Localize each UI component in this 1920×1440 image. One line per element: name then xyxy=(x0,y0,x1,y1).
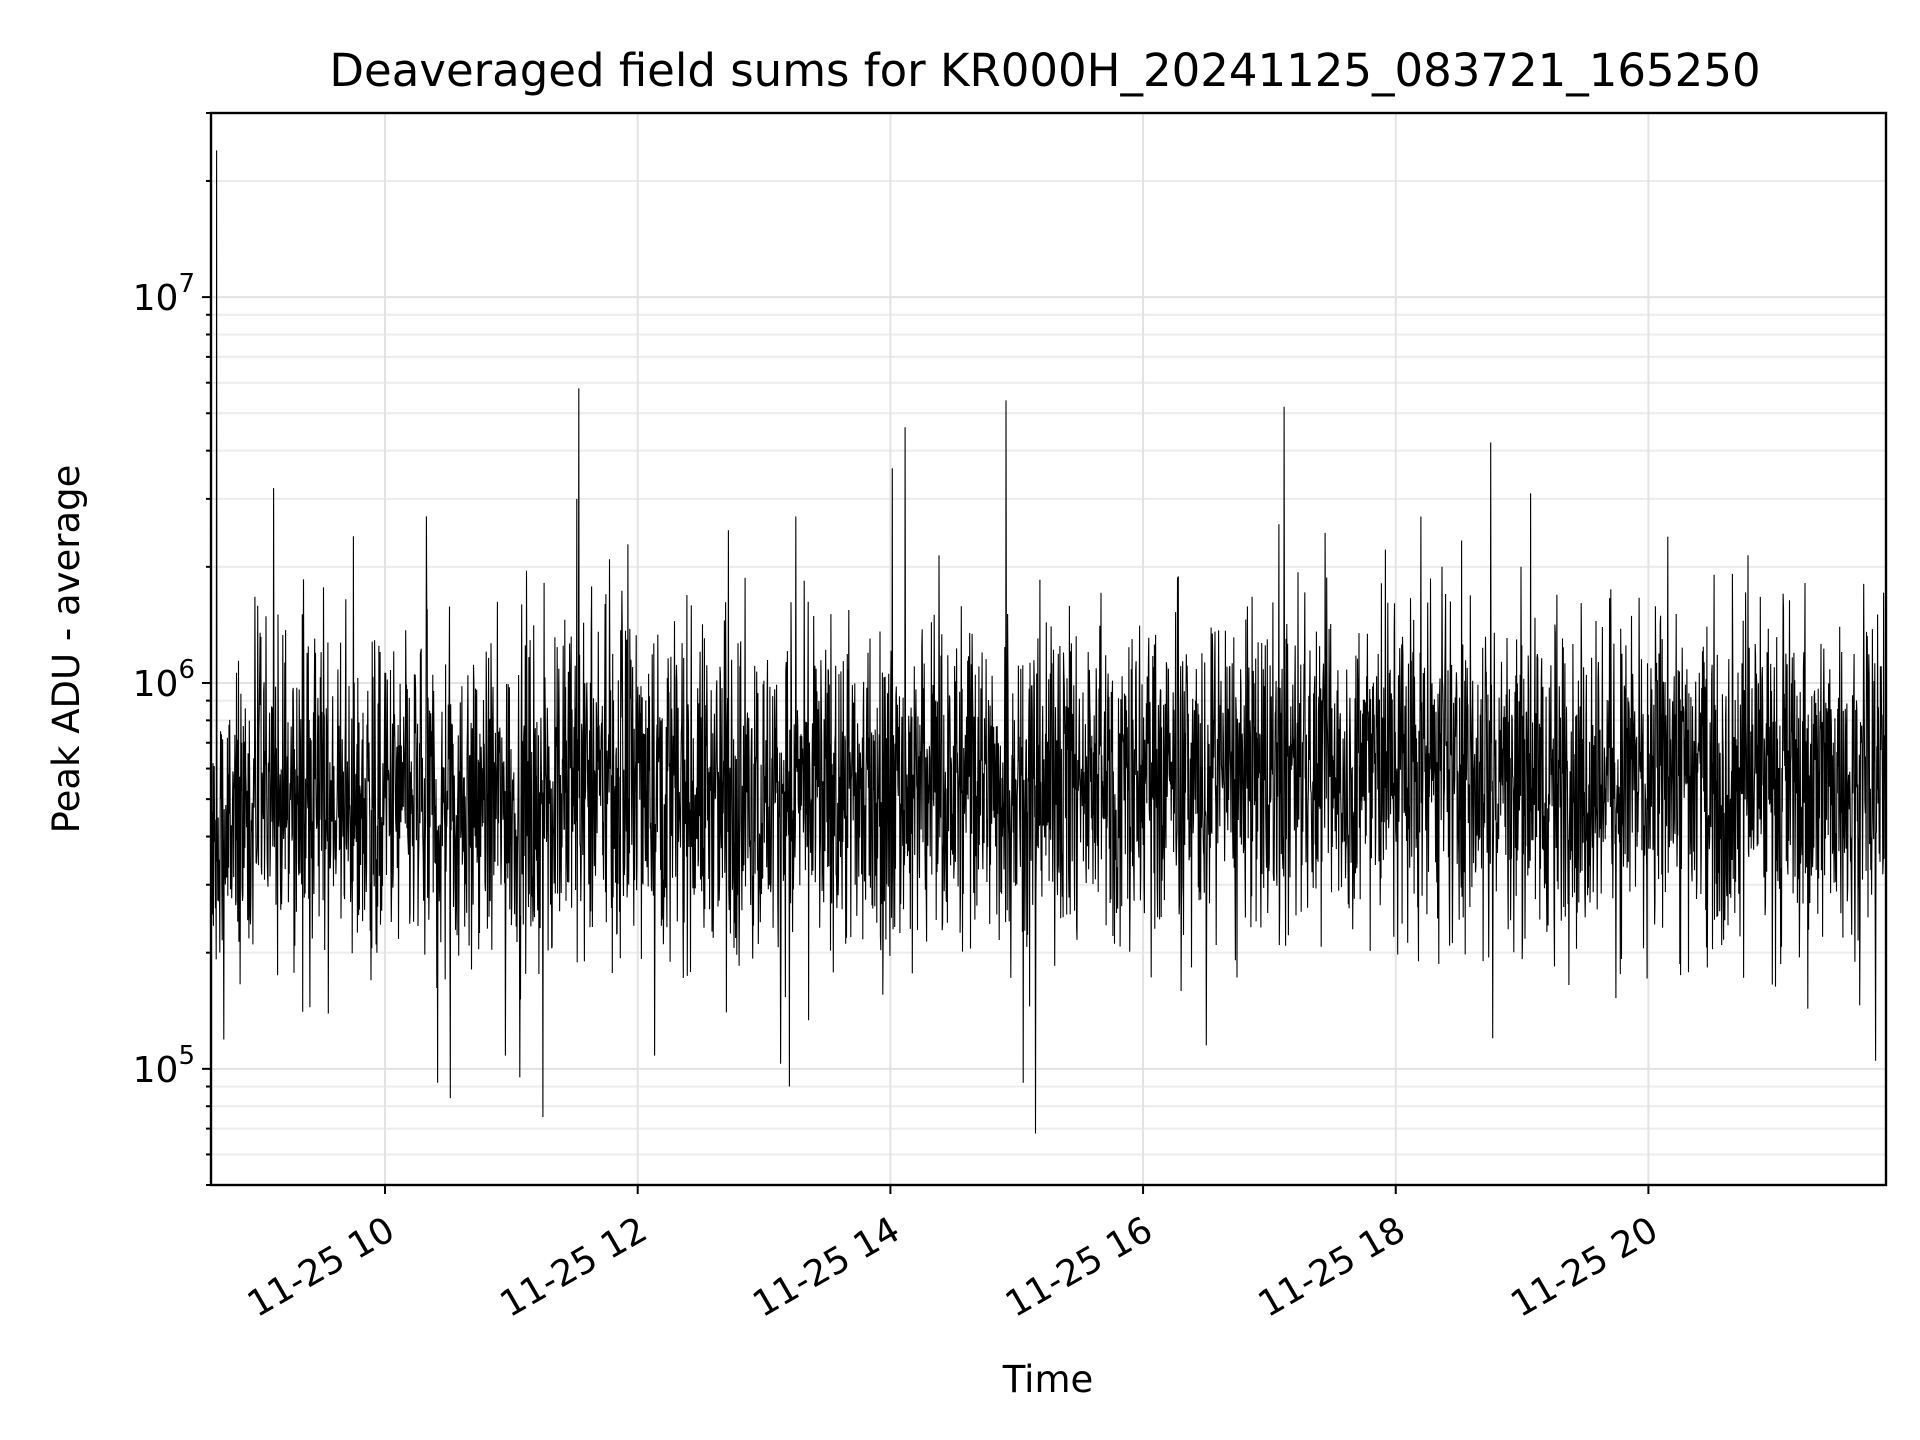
chart-title: Deaveraged field sums for KR000H_2024112… xyxy=(329,44,1760,97)
series-layer xyxy=(210,150,1887,1134)
x-tick-label: 11-25 16 xyxy=(999,1209,1160,1325)
y-axis-label: Peak ADU - average xyxy=(45,465,88,834)
x-tick-label: 11-25 14 xyxy=(746,1209,907,1325)
y-tick-label: 106 xyxy=(133,655,195,705)
x-tick-label: 11-25 18 xyxy=(1252,1209,1413,1325)
grid xyxy=(211,112,1886,1186)
plot-frame xyxy=(209,111,1888,1187)
y-axis: 105 106 107 xyxy=(133,112,211,1186)
x-tick-label: 11-25 20 xyxy=(1504,1209,1665,1325)
x-tick-label: 11-25 12 xyxy=(494,1209,655,1325)
x-tick-label: 11-25 10 xyxy=(241,1209,402,1325)
y-tick-label: 105 xyxy=(133,1041,195,1091)
x-axis: 11-25 10 11-25 12 11-25 14 11-25 16 11-25 18… xyxy=(241,1185,1665,1326)
series-line xyxy=(210,150,1887,1134)
x-axis-label: Time xyxy=(1002,1358,1094,1401)
y-tick-label: 107 xyxy=(133,269,195,319)
